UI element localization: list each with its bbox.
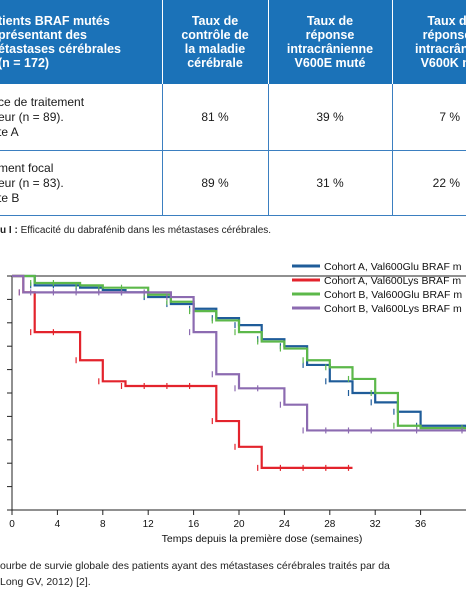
table-caption-prefix: u I : [0,225,18,236]
figure-caption-line: ourbe de survie globale des patients aya… [0,560,390,572]
x-tick-label: 16 [188,519,200,530]
figure-caption-line: Long GV, 2012) [2]. [0,576,91,588]
header-cell-v600e-response: Taux de réponse intracrânienne V600E mut… [286,14,374,70]
row-divider [0,150,466,151]
x-tick-label: 0 [9,519,15,530]
legend-label: Cohort B, Val600Glu BRAF m [324,289,462,301]
x-tick-label: 32 [370,519,382,530]
row-label: ment focal eur (n = 83). te B [0,160,64,205]
header-cell-disease-control: Taux de contrôle de la maladie cérébrale [181,14,249,70]
series-line [12,274,353,469]
header-divider [392,0,393,84]
legend-label: Cohort B, Val600Lys BRAF m [324,303,462,315]
figure-caption: ourbe de survie globale des patients aya… [0,558,390,590]
x-tick-label: 12 [143,519,155,530]
series-lines [12,274,466,471]
row-label: ce de traitement eur (n = 89). te A [0,94,85,139]
table-caption-text: Efficacité du dabrafénib dans les métast… [20,225,272,236]
row-value-disease-control: 81 % [201,109,229,124]
x-axis-ticks: 0 4 8 12 16 20 24 28 32 36 [9,510,427,530]
series-line [12,274,466,432]
table-row: ment focal eur (n = 83). te B 89 % 31 % … [0,151,466,215]
x-tick-label: 24 [279,519,291,530]
table-caption: u I : Efficacité du dabrafénib dans les … [0,225,271,236]
row-value-disease-control: 89 % [201,175,229,190]
row-value-v600e-response: 39 % [316,109,344,124]
column-divider [392,84,393,215]
header-cell-v600k-response: Taux d réponse intracrânie V600K m [415,14,466,70]
legend-label: Cohort A, Val600Glu BRAF m [324,261,462,273]
header-cell-patients: tients BRAF mutés présentant des étastas… [0,14,122,70]
row-value-v600e-response: 31 % [316,175,344,190]
table-bottom-border [0,215,466,216]
x-tick-label: 36 [415,519,427,530]
survival-chart: 0 4 8 12 16 20 24 28 32 36 Cohort A, Val600Glu BR… [7,261,466,545]
x-tick-label: 28 [324,519,336,530]
header-divider [268,0,269,84]
x-tick-label: 8 [100,519,106,530]
row-value-v600k-response: 7 % [439,109,460,124]
table-row: ce de traitement eur (n = 89). te A 81 %… [0,84,466,150]
legend: Cohort A, Val600Glu BRAF m Cohort A, Val6… [292,261,462,315]
table-header-row: tients BRAF mutés présentant des étastas… [0,0,466,84]
x-axis-label: Temps depuis la première dose (semaines) [162,533,363,545]
row-value-v600k-response: 22 % [432,175,460,190]
x-tick-label: 20 [233,519,245,530]
column-divider [268,84,269,215]
column-divider [162,84,163,215]
legend-label: Cohort A, Val600Lys BRAF m [324,275,461,287]
header-divider [162,0,163,84]
x-tick-label: 4 [55,519,61,530]
y-axis-ticks [7,275,12,511]
